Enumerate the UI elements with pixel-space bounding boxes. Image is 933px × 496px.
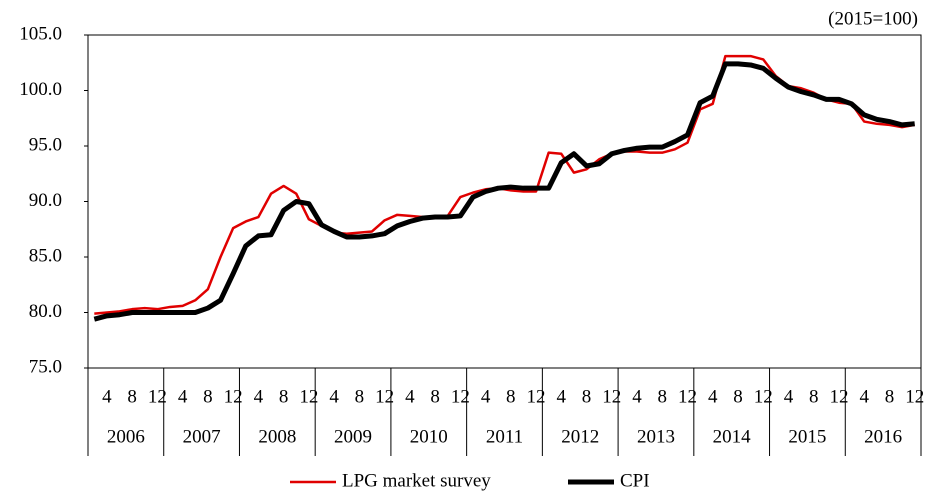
x-tick-label: 8 (658, 386, 668, 407)
x-group-label: 2008 (258, 426, 296, 447)
x-tick-label: 8 (506, 386, 516, 407)
x-group-label: 2012 (561, 426, 599, 447)
x-tick-label: 4 (178, 386, 188, 407)
y-tick-label: 80.0 (29, 301, 62, 322)
x-tick-label: 12 (678, 386, 697, 407)
x-tick-label: 12 (754, 386, 773, 407)
x-tick-label: 8 (733, 386, 743, 407)
legend-label: CPI (620, 470, 650, 491)
series-line (93, 61, 915, 322)
x-group-label: 2009 (334, 426, 372, 447)
y-tick-label: 85.0 (29, 245, 62, 266)
x-tick-label: 4 (329, 386, 339, 407)
x-group-label: 2015 (788, 426, 826, 447)
series-line (94, 54, 915, 315)
y-tick-label: 105.0 (19, 23, 62, 44)
x-tick-label: 12 (527, 386, 546, 407)
x-tick-label: 12 (829, 386, 848, 407)
x-tick-label: 4 (481, 386, 491, 407)
x-tick-label: 4 (784, 386, 794, 407)
x-tick-label: 4 (859, 386, 869, 407)
x-tick-label: 8 (430, 386, 440, 407)
x-tick-label: 4 (405, 386, 415, 407)
y-tick-label: 100.0 (19, 79, 62, 100)
x-group-label: 2016 (864, 426, 902, 447)
x-group-label: 2007 (183, 426, 221, 447)
x-tick-label: 8 (885, 386, 895, 407)
x-tick-label: 4 (632, 386, 642, 407)
x-tick-label: 8 (203, 386, 213, 407)
x-tick-label: 12 (224, 386, 243, 407)
x-tick-label: 12 (905, 386, 924, 407)
x-group-label: 2011 (486, 426, 523, 447)
x-tick-label: 8 (127, 386, 137, 407)
x-tick-label: 4 (557, 386, 567, 407)
x-tick-label: 12 (451, 386, 470, 407)
plot-frame (87, 34, 922, 369)
x-group-label: 2006 (107, 426, 145, 447)
x-tick-label: 12 (602, 386, 621, 407)
x-tick-label: 8 (355, 386, 365, 407)
x-tick-label: 4 (102, 386, 112, 407)
y-tick-label: 75.0 (29, 356, 62, 377)
x-tick-label: 12 (148, 386, 167, 407)
x-group-label: 2010 (410, 426, 448, 447)
x-group-label: 2013 (637, 426, 675, 447)
x-tick-label: 12 (299, 386, 318, 407)
legend-label: LPG market survey (342, 470, 491, 491)
y-tick-label: 90.0 (29, 190, 62, 211)
x-group-label: 2014 (713, 426, 752, 447)
x-tick-label: 4 (708, 386, 718, 407)
x-tick-label: 8 (809, 386, 819, 407)
x-tick-label: 8 (279, 386, 289, 407)
base-note: (2015=100) (828, 8, 918, 29)
x-tick-label: 4 (254, 386, 264, 407)
x-tick-label: 12 (375, 386, 394, 407)
x-tick-label: 8 (582, 386, 592, 407)
y-tick-label: 95.0 (29, 134, 62, 155)
